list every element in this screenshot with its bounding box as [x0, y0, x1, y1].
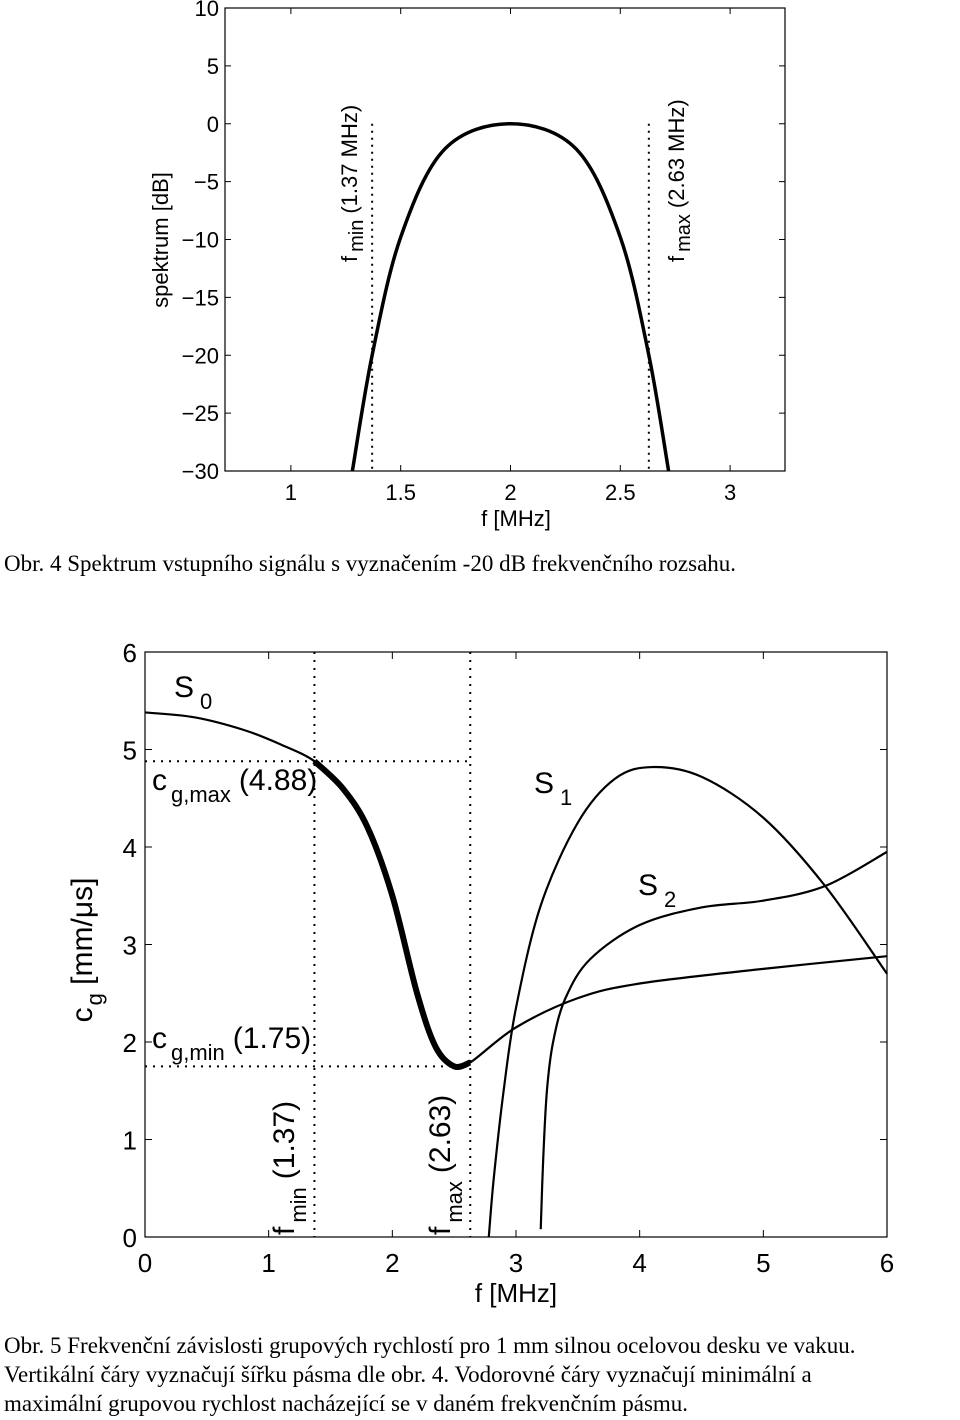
spectrum-y-tick-label: 10	[195, 0, 219, 21]
velocity-y-tick-label: 4	[123, 833, 137, 863]
fmax-vline-label: fmax(2.63)	[424, 1095, 467, 1235]
spectrum-y-tick-label: 5	[207, 54, 219, 79]
velocity-y-axis-label: cg [mm/μs]	[66, 878, 107, 1023]
spectrum-y-tick-label: −10	[182, 228, 219, 253]
spectrum-x-tick-label: 1	[285, 480, 297, 505]
velocity-plot-frame	[144, 651, 888, 1238]
s0-highlight-band	[312, 758, 472, 1070]
spectrum-y-tick-label: −25	[182, 401, 219, 426]
velocity-x-tick-label: 6	[880, 1248, 894, 1278]
spectrum-y-tick-label: 0	[207, 112, 219, 137]
spectrum-y-axis-label: spektrum [dB]	[148, 172, 173, 308]
spectrum-fmax-label: fmax(2.63 MHz)	[664, 99, 695, 262]
velocity-y-tick-label: 2	[123, 1028, 137, 1058]
velocity-y-tick-label: 3	[123, 931, 137, 961]
velocity-x-tick-label: 4	[632, 1248, 646, 1278]
spectrum-fmin-label: fmin(1.37 MHz)	[337, 105, 368, 262]
velocity-y-tick-label: 0	[123, 1223, 137, 1253]
velocity-y-tick-label: 5	[123, 736, 137, 766]
velocity-x-tick-label: 5	[756, 1248, 770, 1278]
velocity-x-tick-label: 0	[138, 1248, 152, 1278]
spectrum-plot-frame	[224, 7, 786, 472]
velocity-x-axis-label: f [MHz]	[475, 1278, 557, 1308]
velocity-x-tick-label: 1	[261, 1248, 275, 1278]
spectrum-ticks: 1 1.5 2 2.5 3 10 5 0 −5 −10 −15 −20 −25 −30	[182, 0, 785, 505]
s1-curve	[487, 765, 888, 1238]
figure-5-caption-line-3: maximální grupovou rychlost nacházející …	[4, 1391, 689, 1416]
spectrum-x-tick-label: 3	[724, 480, 736, 505]
velocity-reference-lines	[145, 652, 472, 1237]
s2-curve	[539, 850, 888, 1230]
figure-5-caption-line-1: Obr. 5 Frekvenční závislosti grupových r…	[4, 1333, 856, 1358]
spectrum-y-tick-label: −15	[182, 285, 219, 310]
cg-max-label: c g,max (4.88)	[152, 764, 317, 807]
spectrum-x-tick-label: 2.5	[605, 480, 636, 505]
velocity-y-tick-label: 6	[123, 638, 137, 668]
spectrum-y-tick-label: −20	[182, 343, 219, 368]
spectrum-curve	[350, 121, 671, 472]
spectrum-x-tick-label: 2	[504, 480, 516, 505]
figure-4-caption: Obr. 4 Spektrum vstupního signálu s vyzn…	[4, 551, 737, 576]
velocity-x-tick-label: 3	[509, 1248, 523, 1278]
velocity-ticks: 0 1 2 3 4 5 6 6 5 4 3 2 1 0	[123, 638, 895, 1278]
velocity-y-tick-label: 1	[123, 1126, 137, 1156]
fmin-vline-label: fmin(1.37)	[268, 1101, 311, 1235]
spectrum-x-tick-label: 1.5	[385, 480, 416, 505]
spectrum-x-axis-label: f [MHz]	[481, 506, 551, 531]
spectrum-marker-lines	[371, 123, 650, 471]
spectrum-y-tick-label: −5	[194, 170, 219, 195]
spectrum-y-tick-label: −30	[182, 459, 219, 484]
figure-5-caption-line-2: Vertikální čáry vyznačují šířku pásma dl…	[4, 1362, 812, 1387]
cg-min-label: c g,min (1.75)	[152, 1022, 311, 1065]
spectrum-chart: 1 1.5 2 2.5 3 10 5 0 −5 −10 −15 −20 −25 −30 f [MHz] s…	[148, 0, 786, 531]
velocity-x-tick-label: 2	[385, 1248, 399, 1278]
